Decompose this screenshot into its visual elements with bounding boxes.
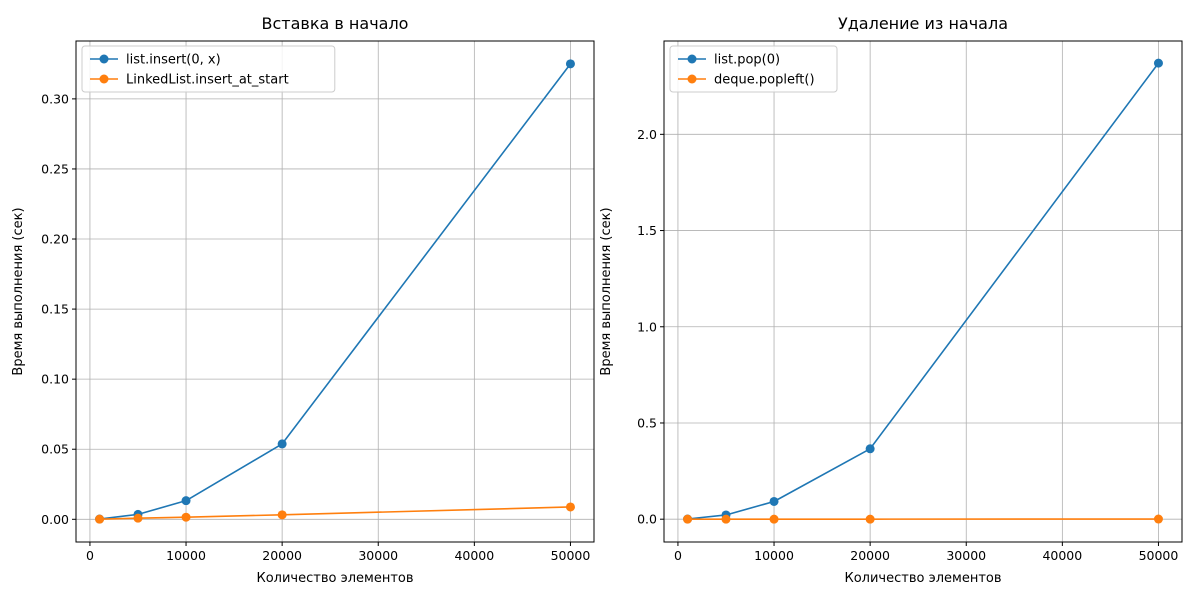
x-tick-label: 50000 [1139, 548, 1179, 563]
legend-marker [99, 74, 109, 84]
y-axis-label: Время выполнения (сек) [599, 207, 614, 375]
x-tick-label: 0 [86, 548, 94, 563]
y-tick-label: 0.05 [41, 442, 69, 457]
legend-label: deque.popleft() [714, 73, 815, 88]
x-tick-label: 20000 [262, 548, 302, 563]
x-tick-label: 10000 [166, 548, 206, 563]
legend-label: list.insert(0, x) [126, 53, 221, 68]
data-point [95, 514, 105, 524]
x-tick-label: 30000 [358, 548, 398, 563]
x-tick-label: 50000 [551, 548, 591, 563]
y-tick-label: 0.15 [41, 302, 69, 317]
y-tick-label: 0.10 [41, 372, 69, 387]
gridlines [664, 41, 1182, 542]
x-tick-label: 10000 [754, 548, 794, 563]
data-point [565, 59, 575, 69]
y-tick-label: 0.30 [41, 91, 69, 106]
legend-box [81, 45, 336, 93]
y-tick-label: 0.0 [637, 512, 657, 527]
series-2 [683, 514, 1163, 524]
series-line [687, 62, 1160, 520]
gridlines [76, 41, 594, 542]
data-point [277, 439, 287, 449]
data-point [277, 510, 287, 520]
legend-marker [99, 54, 109, 64]
data-point [1153, 58, 1163, 68]
legend: list.pop(0) deque.popleft() [669, 45, 838, 93]
x-tick-label: 0 [674, 548, 682, 563]
series-line [99, 506, 571, 520]
chart-title: Удаление из начала [838, 14, 1008, 33]
x-tick-label: 40000 [1042, 548, 1082, 563]
data-point [721, 514, 731, 524]
legend-marker [687, 74, 697, 84]
data-point [133, 513, 143, 523]
legend-box [669, 45, 838, 93]
legend-label: LinkedList.insert_at_start [126, 73, 289, 88]
series-line [99, 63, 572, 520]
series-2 [95, 502, 575, 524]
data-point [769, 496, 779, 506]
data-point [865, 444, 875, 454]
y-tick-label: 1.0 [637, 319, 657, 334]
chart-insert-at-start: Вставка в начало Количество элементов Вр… [11, 14, 595, 586]
legend-marker [687, 54, 697, 64]
y-tick-label: 0.00 [41, 512, 69, 527]
x-axis-label: Количество элементов [256, 571, 413, 586]
legend-label: list.pop(0) [714, 53, 780, 68]
x-tick-label: 30000 [946, 548, 986, 563]
data-point [865, 514, 875, 524]
y-tick-label: 2.0 [637, 127, 657, 142]
data-point [181, 496, 191, 506]
data-point [683, 514, 693, 524]
x-tick-label: 40000 [454, 548, 494, 563]
plot-frame [75, 40, 595, 543]
x-tick-label: 20000 [850, 548, 890, 563]
series-1 [95, 59, 575, 524]
series-1 [683, 58, 1163, 524]
legend: list.insert(0, x) LinkedList.insert_at_st… [81, 45, 336, 93]
x-axis-label: Количество элементов [844, 571, 1001, 586]
y-tick-label: 1.5 [637, 223, 657, 238]
chart-remove-from-start: Удаление из начала Количество элементов … [599, 14, 1183, 586]
data-point [1153, 514, 1163, 524]
chart-title: Вставка в начало [262, 14, 409, 33]
y-tick-label: 0.25 [41, 161, 69, 176]
y-axis-label: Время выполнения (сек) [11, 207, 26, 375]
data-point [565, 502, 575, 512]
data-point [181, 512, 191, 522]
y-tick-label: 0.20 [41, 232, 69, 247]
data-point [769, 514, 779, 524]
plot-frame [663, 40, 1183, 543]
y-tick-label: 0.5 [637, 415, 657, 430]
